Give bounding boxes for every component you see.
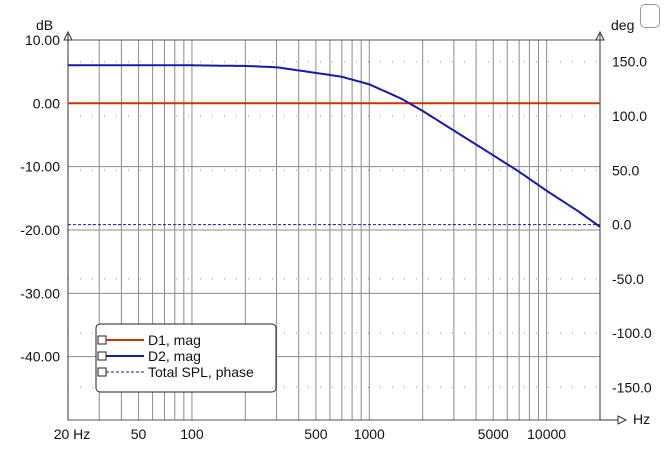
- x-tick-label: 500: [304, 426, 328, 442]
- y-tick-label-right: 50.0: [612, 162, 639, 178]
- legend-checkbox[interactable]: [97, 351, 107, 361]
- y-tick-label-left: -20.00: [20, 222, 60, 238]
- x-tick-label: 100: [180, 426, 204, 442]
- y-tick-label-left: -30.00: [20, 285, 60, 301]
- legend-checkbox[interactable]: [97, 335, 107, 345]
- tick-labels: 10.00 0.00 -10.00 -20.00 -30.00 -40.00 150.0 10…: [20, 17, 652, 442]
- x-tick-label: 5000: [478, 426, 509, 442]
- y-tick-label-right: 0.0: [612, 217, 632, 233]
- legend-item-total-spl-phase[interactable]: Total SPL, phase: [97, 364, 254, 380]
- legend-label: Total SPL, phase: [148, 364, 254, 380]
- legend-checkbox[interactable]: [97, 367, 107, 377]
- x-tick-label: 1000: [354, 426, 385, 442]
- x-tick-label: 10000: [527, 426, 566, 442]
- legend-label: D1, mag: [148, 332, 201, 348]
- y-tick-label-right: -100.0: [612, 325, 652, 341]
- legend: D1, mag D2, mag Total SPL, phase: [95, 323, 277, 393]
- y-tick-label-right: 150.0: [612, 54, 647, 70]
- y-unit-left: dB: [36, 17, 53, 33]
- y-axis-left-arrow: [63, 30, 73, 41]
- legend-item-d2-mag[interactable]: D2, mag: [97, 348, 201, 364]
- series: [68, 64, 601, 228]
- y-tick-label-left: -10.00: [20, 159, 60, 175]
- series-line-1: [68, 64, 601, 228]
- y-axis-right-arrow: [595, 30, 605, 41]
- corner-checkbox[interactable]: [640, 4, 660, 28]
- legend-label: D2, mag: [148, 348, 201, 364]
- y-tick-label-left: 10.00: [25, 32, 60, 48]
- y-tick-label-right: 100.0: [612, 108, 647, 124]
- y-tick-label-left: 0.00: [33, 95, 60, 111]
- y-unit-right: deg: [611, 17, 634, 33]
- y-tick-label-left: -40.00: [20, 349, 60, 365]
- axes: [63, 30, 628, 425]
- x-axis-arrow: [617, 415, 628, 425]
- x-unit: Hz: [633, 411, 650, 427]
- y-tick-label-right: -50.0: [612, 271, 644, 287]
- legend-item-d1-mag[interactable]: D1, mag: [97, 332, 201, 348]
- x-tick-label: 50: [131, 426, 147, 442]
- x-tick-label: 20 Hz: [54, 426, 91, 442]
- y-tick-label-right: -150.0: [612, 379, 652, 395]
